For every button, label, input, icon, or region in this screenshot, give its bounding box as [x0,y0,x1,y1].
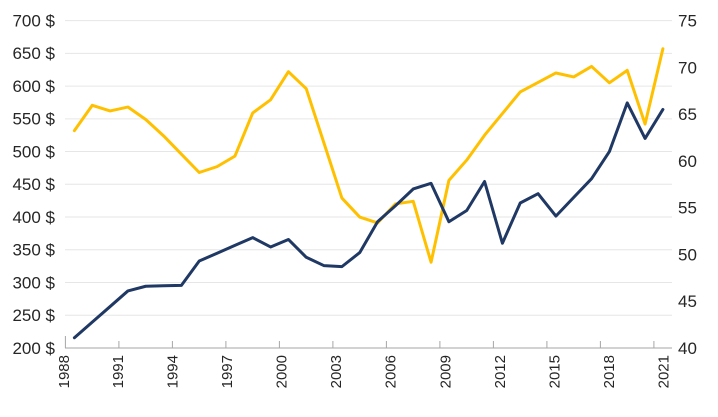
svg-text:60: 60 [678,152,697,171]
svg-text:45: 45 [678,292,697,311]
svg-text:2003: 2003 [328,355,345,388]
svg-text:300 $: 300 $ [12,274,55,293]
svg-text:2015: 2015 [546,355,563,388]
svg-text:2018: 2018 [601,355,618,388]
svg-text:200 $: 200 $ [12,339,55,358]
svg-text:65: 65 [678,105,697,124]
svg-text:40: 40 [678,339,697,358]
svg-text:1994: 1994 [165,355,182,388]
svg-text:600 $: 600 $ [12,77,55,96]
svg-text:550 $: 550 $ [12,110,55,129]
svg-text:2000: 2000 [274,355,291,388]
svg-text:1997: 1997 [219,355,236,388]
svg-text:500 $: 500 $ [12,143,55,162]
svg-text:650 $: 650 $ [12,44,55,63]
svg-text:400 $: 400 $ [12,208,55,227]
svg-text:450 $: 450 $ [12,175,55,194]
svg-text:2012: 2012 [492,355,509,388]
svg-text:50: 50 [678,245,697,264]
svg-text:75: 75 [678,12,697,31]
svg-text:2006: 2006 [383,355,400,388]
svg-text:350 $: 350 $ [12,241,55,260]
svg-text:1988: 1988 [56,355,73,388]
svg-text:55: 55 [678,199,697,218]
svg-text:2021: 2021 [655,355,672,388]
svg-text:700 $: 700 $ [12,12,55,31]
svg-text:70: 70 [678,58,697,77]
svg-text:250 $: 250 $ [12,306,55,325]
svg-text:1991: 1991 [110,355,127,388]
svg-text:2009: 2009 [437,355,454,388]
